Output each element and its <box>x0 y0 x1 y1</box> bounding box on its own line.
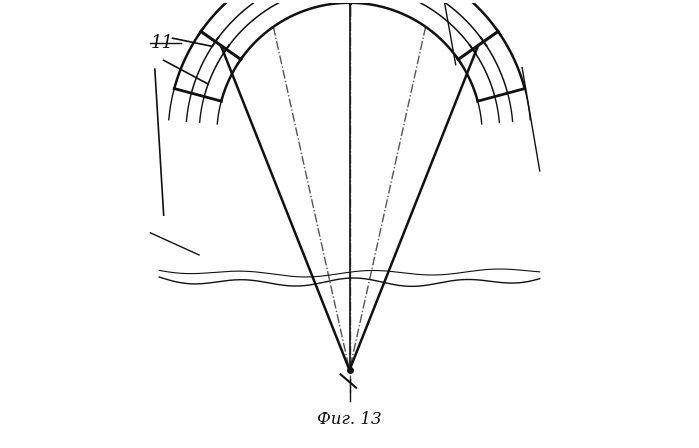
Text: Фиг. 13: Фиг. 13 <box>317 410 382 427</box>
Text: 11: 11 <box>150 34 173 52</box>
